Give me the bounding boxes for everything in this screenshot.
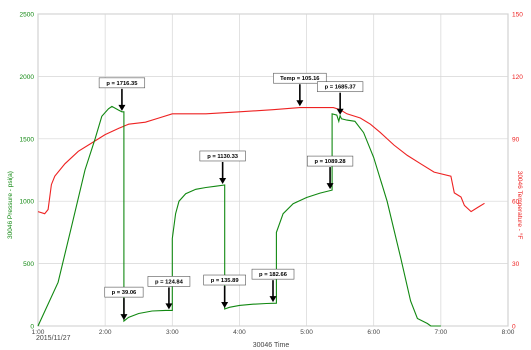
annotation: Temp = 105.16 [273,72,327,107]
annotation-arrow-head [165,303,173,310]
annotation-label: p = 1685.37 [325,85,356,91]
annotation-box [199,150,246,162]
annotation-box [251,268,295,280]
annotation-label: p = 124.84 [155,279,184,285]
pressure-line [37,105,441,327]
annotation-arrow-head [118,104,126,111]
y-right-tick-label: 90 [512,136,520,143]
x-tick-label: 1:00 [32,329,45,336]
y-left-title: 30046 Pressure - psi(a) [7,171,14,239]
annotation-box [273,72,327,84]
x-tick-label: 2:00 [99,329,112,336]
annotation-arrow-head [221,302,229,309]
y-right-tick-label: 0 [512,324,516,331]
y-left-tick-label: 1500 [20,136,35,143]
annotation-box [317,81,364,93]
annotation: p = 1685.37 [317,81,364,115]
x-date-label: 2015/11/27 [36,335,71,342]
pressure-series [37,105,441,327]
annotation: p = 1130.33 [199,150,246,184]
annotation-arrow-head [269,296,277,303]
annotation-label: p = 1716.35 [106,81,138,87]
annotation-box [147,276,191,287]
annotation-label: p = 1130.33 [207,154,239,160]
y-right-tick-label: 120 [512,74,523,81]
y-left-tick-label: 2500 [20,12,35,19]
x-tick-label: 8:00 [502,329,515,336]
annotation-arrow-head [336,108,344,115]
annotation-box [203,274,246,286]
annotation-box [98,77,146,89]
x-tick-label: 7:00 [435,329,448,336]
x-tick-label: 3:00 [166,329,179,336]
x-tick-label: 6:00 [367,329,380,336]
y-left-tick-label: 500 [23,261,34,268]
annotation: p = 135.89 [203,274,246,309]
y-left-tick-label: 2000 [20,74,35,81]
annotation-box [306,155,354,167]
annotation-box [104,286,144,298]
annotation-label: p = 182.66 [259,272,288,278]
x-axis-title: 30046 Time [253,342,290,349]
y-right-tick-label: 30 [512,261,520,268]
right-axis: 0 30 60 90 120 150 [512,12,523,331]
x-tick-label: 5:00 [300,329,313,336]
temperature-line [37,107,485,215]
annotations: p = 1716.35 p = 39.06 p = 124.84 p = 1130.3… [98,72,364,321]
x-axis: 1:00 2:00 3:00 4:00 5:00 6:00 7:00 8:00 [32,329,515,336]
annotation: p = 1089.28 [306,155,354,190]
annotation-label: p = 1089.28 [315,159,347,165]
y-left-tick-label: 1000 [20,199,35,206]
annotation: p = 39.06 [104,286,144,321]
annotation-label: Temp = 105.16 [280,76,320,82]
annotation: p = 124.84 [147,276,191,310]
y-right-title: 30046 Temperature - °F [516,171,524,240]
annotation-label: p = 39.06 [112,290,137,296]
x-tick-label: 4:00 [233,329,246,336]
y-left-tick-label: 0 [30,324,34,331]
y-right-tick-label: 150 [512,12,523,19]
annotation-arrow-head [296,100,304,107]
left-axis: 0 500 1000 1500 2000 2500 [20,12,35,331]
y-right-tick-label: 60 [512,199,520,206]
temperature-series [37,107,485,215]
annotation-label: p = 135.89 [211,278,240,284]
annotation-arrow-head [120,314,128,321]
annotation: p = 1716.35 [98,77,146,111]
annotation-arrow-head [326,183,334,190]
annotation: p = 182.66 [251,268,295,303]
annotation-arrow-head [219,177,227,184]
